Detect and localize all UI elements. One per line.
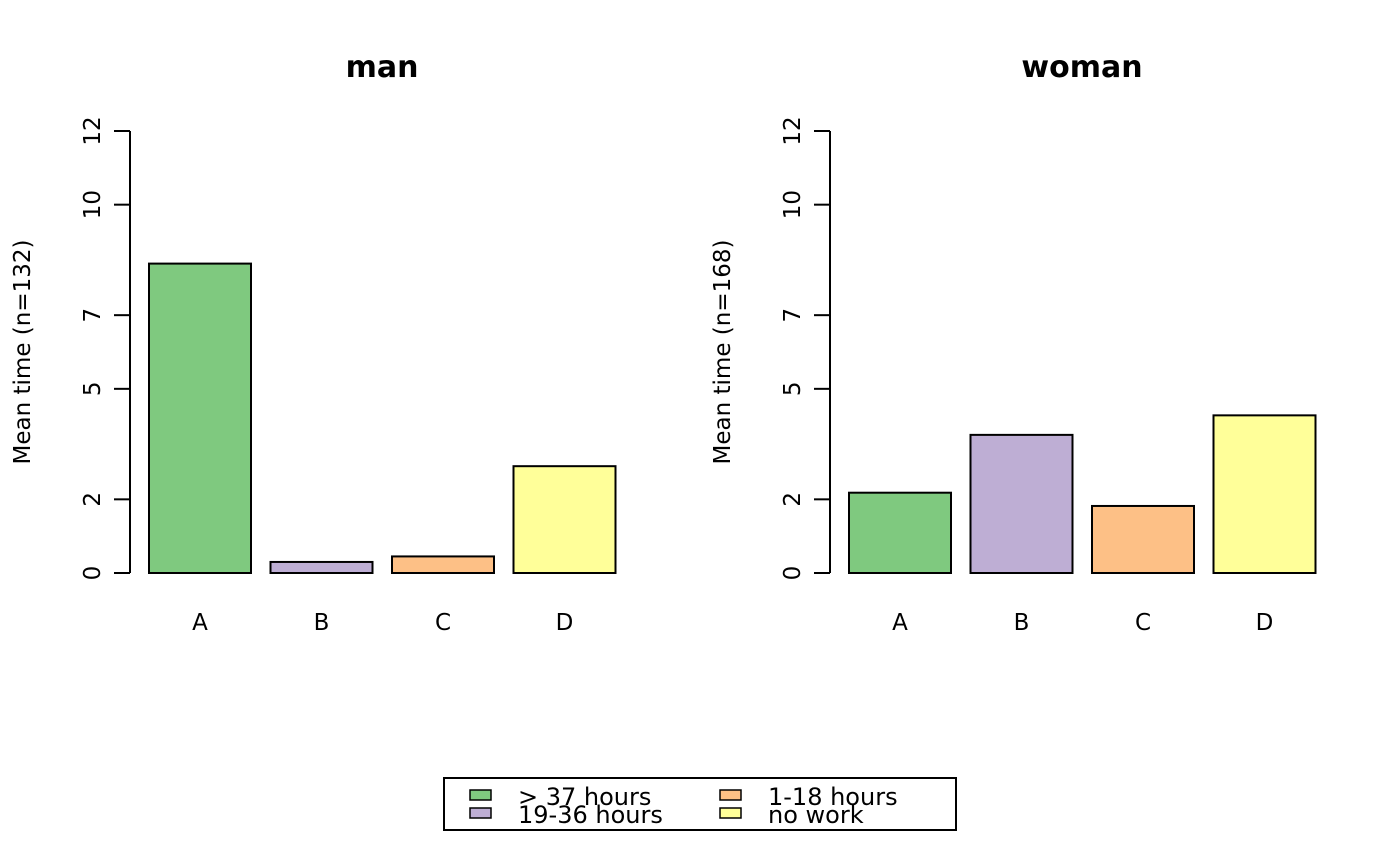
y-tick-label: 2 [780,492,806,507]
y-tick-label: 7 [80,308,106,323]
x-tick-label: D [556,610,574,636]
y-axis: 0 2 5 7 10 12 [780,116,831,581]
y-axis: 0 2 5 7 10 12 [80,116,131,581]
legend-box [443,777,957,831]
x-tick-label: D [1256,610,1274,636]
y-tick-label: 0 [80,566,106,581]
x-tick-label: C [435,610,451,636]
bar-a [848,491,952,575]
legend-label: 1-18 hours [768,783,898,811]
bar-d [512,465,617,574]
y-tick-label: 12 [80,116,106,145]
chart-title: man [346,50,419,85]
legend-item: > 37 hours [469,783,651,811]
legend-label: 19-36 hours [518,801,663,829]
chart-panel-man: man Mean time (n=132) 0 2 5 7 10 12 A B C D [10,50,617,636]
y-tick-label: 10 [80,190,106,219]
bar-d [1212,414,1317,574]
y-tick-label: 10 [780,190,806,219]
chart-title: woman [1021,50,1142,85]
x-tick-label: A [892,610,908,636]
x-tick-label: C [1135,610,1151,636]
chart-panel-woman: woman Mean time (n=168) 0 2 5 7 10 12 A B C D [710,50,1317,636]
legend-item: no work [719,801,864,829]
y-tick-label: 0 [780,566,806,581]
legend-swatch [469,789,492,801]
x-tick-label: B [1014,610,1030,636]
legend-item: 19-36 hours [469,801,663,829]
bar-a [148,262,252,574]
legend-label: no work [768,801,864,829]
legend-label: > 37 hours [518,783,651,811]
y-tick-label: 7 [780,308,806,323]
legend-swatch [719,807,742,819]
legend-swatch [469,807,492,819]
x-tick-label: A [192,610,208,636]
legend-swatch [719,789,742,801]
bar-b [969,433,1074,574]
x-tick-label: B [314,610,330,636]
y-axis-label: Mean time (n=168) [710,240,736,465]
bar-c [391,555,495,574]
y-tick-label: 2 [80,492,106,507]
bar-b [269,560,374,575]
plot-area: 0 2 5 7 10 12 A B C D [780,116,1317,636]
y-axis-label: Mean time (n=132) [10,240,36,465]
y-tick-label: 5 [80,382,106,397]
y-tick-label: 5 [780,382,806,397]
y-tick-label: 12 [780,116,806,145]
legend-item: 1-18 hours [719,783,898,811]
bar-c [1091,504,1195,575]
plot-area: 0 2 5 7 10 12 A B C D [80,116,617,636]
